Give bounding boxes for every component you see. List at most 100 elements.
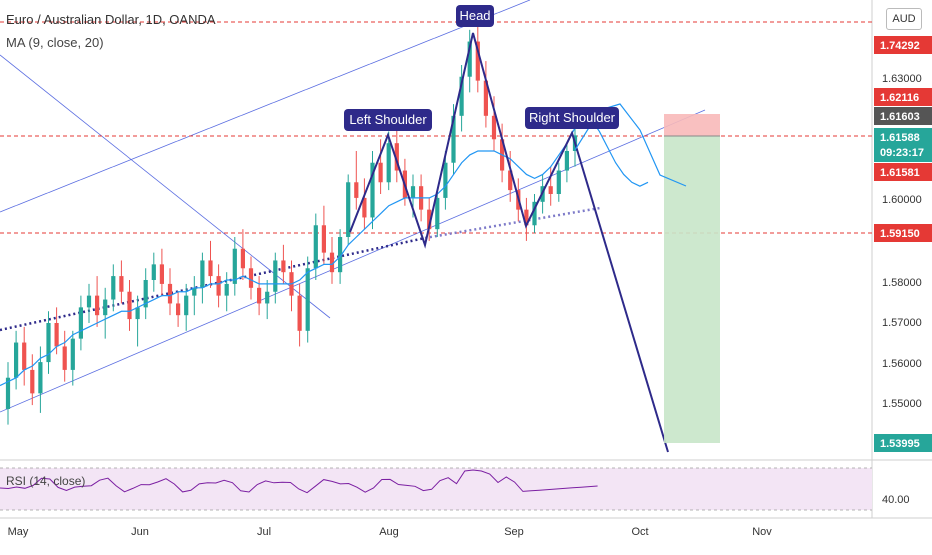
candle-body [95, 295, 100, 316]
time-label-oct: Oct [631, 526, 648, 538]
candle-body [297, 295, 302, 331]
price-tick-label: 1.57000 [882, 317, 922, 329]
candle-body [167, 283, 173, 304]
candle-body [248, 268, 254, 288]
time-label-sep: Sep [504, 526, 524, 538]
chart-title: Euro / Australian Dollar, 1D, OANDA [6, 12, 216, 27]
candle-body [62, 346, 67, 370]
candle-body [111, 276, 116, 300]
candle-body [200, 260, 205, 288]
candle-body [354, 182, 359, 198]
lower-channel-line [0, 109, 706, 413]
right-shoulder-label-bg [525, 107, 619, 129]
candle-body [103, 299, 108, 316]
price-tick-label: 1.63000 [882, 73, 922, 85]
price-tick-label: 1.55000 [882, 398, 922, 410]
candle-body [5, 377, 11, 409]
time-label-aug: Aug [379, 526, 399, 538]
candle-body [46, 323, 51, 363]
candle-body [86, 295, 92, 308]
price-tag-bg [874, 88, 932, 106]
price-tag-text: 1.61581 [880, 167, 920, 179]
stop-loss-zone [664, 114, 720, 136]
right-shoulder-label-text: Right Shoulder [529, 110, 616, 125]
rsi-band [0, 468, 872, 510]
price-tick-label: 1.56000 [882, 358, 922, 370]
price-tick-label: 1.58000 [882, 277, 922, 289]
price-tag-bg [874, 36, 932, 54]
candle-body [386, 143, 391, 183]
ma-line [0, 115, 649, 387]
candle-body [54, 323, 59, 347]
rsi-legend: RSI (14, close) [6, 474, 86, 488]
candle-body [70, 338, 75, 370]
candle-body [224, 283, 229, 296]
candle-body [30, 369, 35, 394]
time-label-jul: Jul [257, 526, 271, 538]
hs-pattern-line [349, 32, 669, 453]
candle-body [362, 197, 367, 218]
left-shoulder-label-text: Left Shoulder [349, 112, 427, 127]
candle-body [508, 170, 513, 191]
price-tag-text: 1.62116 [880, 92, 919, 104]
right-shoulder-label: Right Shoulder [525, 107, 619, 129]
candle-body [394, 143, 399, 171]
rsi-axis-label: 40.00 [882, 494, 910, 506]
candle-body [443, 162, 448, 198]
candle-body [475, 41, 480, 81]
take-profit-zone [664, 136, 720, 443]
candle-body [14, 342, 19, 378]
candle-body [281, 260, 286, 273]
candle-body [208, 260, 213, 277]
candle-body [370, 162, 375, 218]
time-label-may: May [8, 526, 29, 538]
candle-body [216, 276, 221, 296]
head-label-text: Head [459, 8, 490, 23]
candle-body [338, 237, 343, 273]
candle-body [435, 197, 440, 230]
head-label: Head [456, 5, 494, 27]
candle-body [305, 268, 310, 331]
candle-body [410, 186, 416, 198]
time-label-jun: Jun [131, 526, 149, 538]
upper-channel-line [0, 0, 531, 213]
candle-body [491, 115, 497, 140]
candle-body [346, 182, 351, 237]
candle-body [119, 276, 124, 292]
candle-body [127, 291, 132, 320]
currency-badge[interactable]: AUD [886, 8, 922, 30]
candle-body [240, 248, 245, 269]
left-shoulder-label: Left Shoulder [344, 109, 432, 131]
candle-body [564, 151, 569, 171]
candle-body [459, 76, 464, 116]
price-tag-text: 1.74292 [880, 40, 920, 52]
price-tag-text: 1.61603 [880, 111, 920, 123]
time-label-nov: Nov [752, 526, 772, 538]
candle-body [321, 225, 326, 253]
price-tag-bg [874, 434, 932, 452]
countdown-text: 09:23:17 [880, 147, 924, 159]
price-tag-bg [874, 163, 932, 181]
candle-body [548, 186, 553, 194]
candle-body [159, 264, 164, 284]
candle-body [313, 225, 318, 269]
candle-body [329, 252, 335, 273]
candle-body [78, 307, 83, 339]
ma-legend: MA (9, close, 20) [6, 35, 104, 50]
price-tag-bg [874, 107, 932, 125]
candle-body [184, 295, 189, 316]
candle-body [257, 287, 262, 304]
candle-body [427, 209, 432, 230]
candle-body [532, 201, 537, 226]
candle-body [524, 209, 529, 226]
candle-body [22, 342, 27, 370]
candle-body [135, 307, 140, 320]
price-tag-text: 1.59150 [880, 228, 920, 240]
candle-body [265, 291, 270, 304]
price-tick-label: 1.60000 [882, 194, 922, 206]
candle-body [467, 41, 472, 77]
left-shoulder-label-bg [344, 109, 432, 131]
